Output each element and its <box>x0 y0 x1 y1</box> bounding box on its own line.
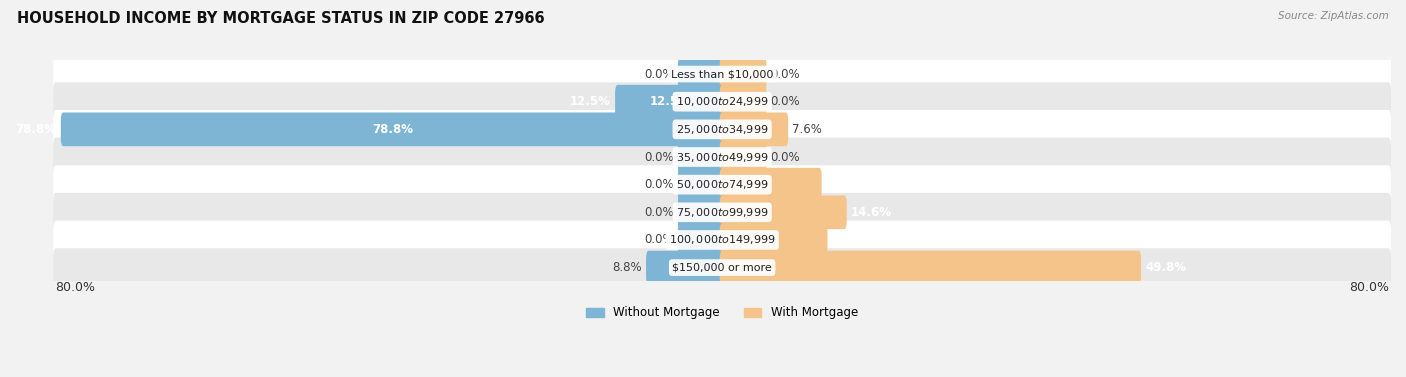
Legend: Without Mortgage, With Mortgage: Without Mortgage, With Mortgage <box>582 302 863 324</box>
Text: 14.6%: 14.6% <box>851 206 891 219</box>
FancyBboxPatch shape <box>53 138 1391 176</box>
Text: 80.0%: 80.0% <box>55 281 96 294</box>
Text: 49.8%: 49.8% <box>1146 261 1187 274</box>
FancyBboxPatch shape <box>678 140 724 174</box>
FancyBboxPatch shape <box>720 140 766 174</box>
Text: 0.0%: 0.0% <box>644 206 673 219</box>
FancyBboxPatch shape <box>53 193 1391 231</box>
Text: 12.5%: 12.5% <box>569 95 612 108</box>
FancyBboxPatch shape <box>678 168 724 202</box>
Text: $50,000 to $74,999: $50,000 to $74,999 <box>676 178 769 191</box>
Text: $100,000 to $149,999: $100,000 to $149,999 <box>669 233 776 247</box>
Text: $150,000 or more: $150,000 or more <box>672 263 772 273</box>
FancyBboxPatch shape <box>720 195 846 229</box>
Text: 0.0%: 0.0% <box>644 178 673 191</box>
Text: 0.0%: 0.0% <box>770 95 800 108</box>
Text: HOUSEHOLD INCOME BY MORTGAGE STATUS IN ZIP CODE 27966: HOUSEHOLD INCOME BY MORTGAGE STATUS IN Z… <box>17 11 544 26</box>
Text: 0.0%: 0.0% <box>644 67 673 81</box>
Text: 0.0%: 0.0% <box>644 233 673 247</box>
Text: $75,000 to $99,999: $75,000 to $99,999 <box>676 206 769 219</box>
Text: 11.6%: 11.6% <box>825 178 866 191</box>
Text: Less than $10,000: Less than $10,000 <box>671 69 773 79</box>
FancyBboxPatch shape <box>645 251 724 285</box>
FancyBboxPatch shape <box>720 85 766 119</box>
FancyBboxPatch shape <box>53 221 1391 259</box>
FancyBboxPatch shape <box>720 168 821 202</box>
FancyBboxPatch shape <box>53 82 1391 121</box>
Text: $25,000 to $34,999: $25,000 to $34,999 <box>676 123 769 136</box>
FancyBboxPatch shape <box>53 110 1391 149</box>
Text: 12.3%: 12.3% <box>832 233 872 247</box>
Text: 0.0%: 0.0% <box>644 150 673 164</box>
FancyBboxPatch shape <box>53 55 1391 93</box>
FancyBboxPatch shape <box>678 223 724 257</box>
Text: $10,000 to $24,999: $10,000 to $24,999 <box>676 95 769 108</box>
Text: 0.0%: 0.0% <box>770 67 800 81</box>
FancyBboxPatch shape <box>720 57 766 91</box>
Text: 78.8%: 78.8% <box>15 123 56 136</box>
Text: 78.8%: 78.8% <box>373 123 413 136</box>
FancyBboxPatch shape <box>678 57 724 91</box>
FancyBboxPatch shape <box>720 112 789 146</box>
FancyBboxPatch shape <box>614 85 724 119</box>
Text: 7.6%: 7.6% <box>793 123 823 136</box>
Text: 0.0%: 0.0% <box>770 150 800 164</box>
FancyBboxPatch shape <box>720 223 828 257</box>
Text: 80.0%: 80.0% <box>1350 281 1389 294</box>
FancyBboxPatch shape <box>53 165 1391 204</box>
FancyBboxPatch shape <box>53 248 1391 287</box>
Text: 8.8%: 8.8% <box>612 261 643 274</box>
FancyBboxPatch shape <box>720 251 1142 285</box>
Text: $35,000 to $49,999: $35,000 to $49,999 <box>676 150 769 164</box>
Text: 12.5%: 12.5% <box>650 95 690 108</box>
FancyBboxPatch shape <box>60 112 724 146</box>
Text: Source: ZipAtlas.com: Source: ZipAtlas.com <box>1278 11 1389 21</box>
FancyBboxPatch shape <box>678 195 724 229</box>
